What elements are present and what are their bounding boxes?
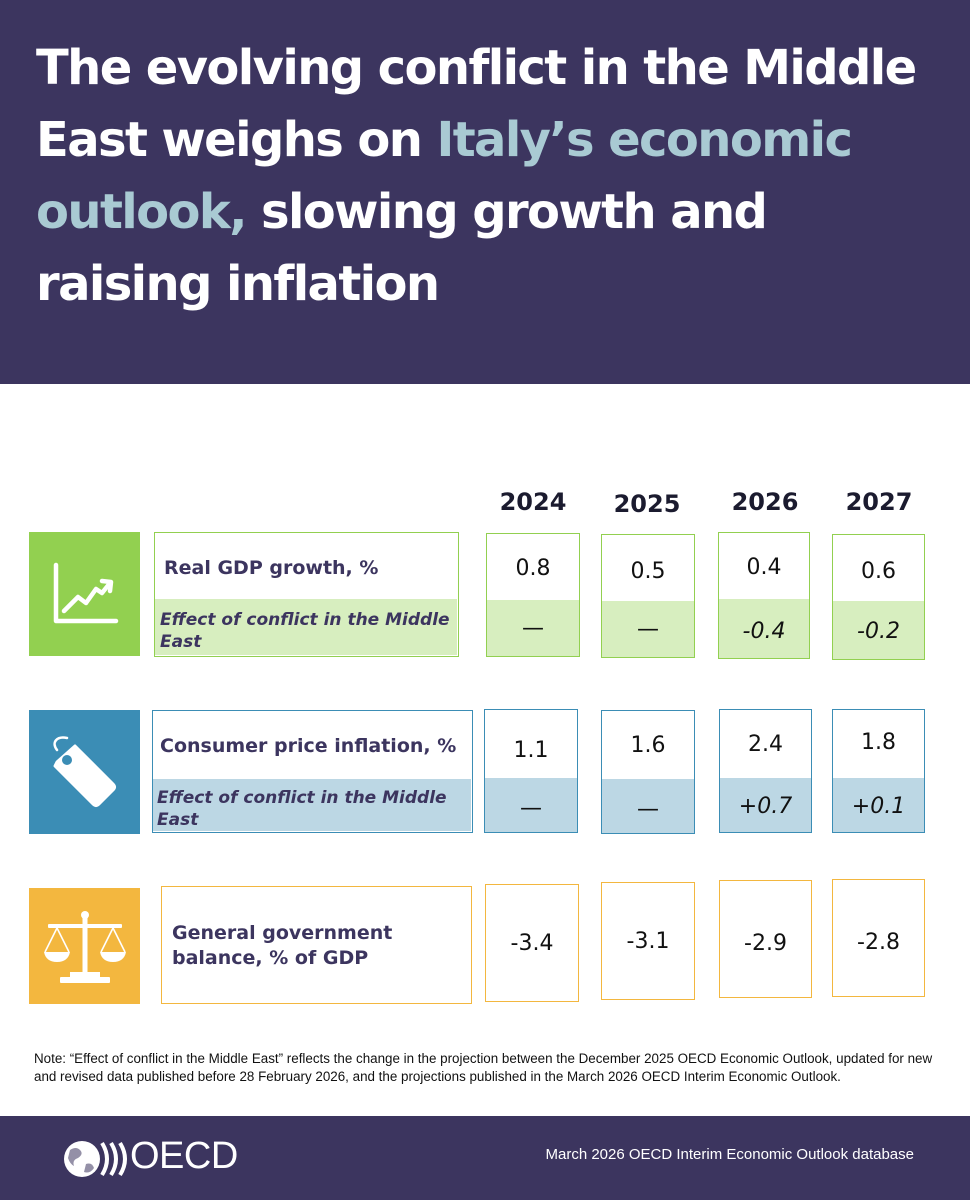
balance-label: General government balance, % of GDP	[172, 922, 393, 969]
inflation-value-2025: 1.6	[630, 733, 666, 758]
balance-scale-icon	[43, 911, 126, 983]
gdp-cell-2027: 0.6 -0.2	[832, 534, 925, 660]
gdp-effect-label: Effect of conflict in the Middle East	[160, 610, 450, 652]
gdp-growth-label: Real GDP growth, %	[164, 557, 379, 579]
inflation-effect-2025: —	[637, 797, 659, 822]
inflation-effect-band-2024	[485, 778, 577, 832]
gdp-cell-2024: 0.8 —	[486, 533, 580, 657]
inflation-effect-2026: +0.7	[738, 794, 793, 819]
balance-value-2027: -2.8	[857, 930, 900, 955]
inflation-label: Consumer price inflation, %	[160, 735, 457, 757]
footer-bar	[0, 1116, 970, 1200]
balance-value-2026: -2.9	[744, 931, 787, 956]
year-header-2025: 2025	[613, 490, 681, 518]
source-credit: March 2026 OECD Interim Economic Outlook…	[545, 1146, 914, 1163]
gdp-effect-2027: -0.2	[857, 619, 900, 644]
oecd-globe-icon	[64, 1141, 127, 1177]
gdp-value-2026: 0.4	[746, 555, 782, 580]
gdp-label-box: Real GDP growth, % Effect of conflict in…	[154, 532, 459, 657]
gdp-value-2025: 0.5	[630, 559, 666, 584]
inflation-cell-2026: 2.4 +0.7	[719, 709, 812, 833]
inflation-icon-tile	[29, 710, 140, 834]
inflation-value-2026: 2.4	[748, 732, 783, 757]
gdp-value-2024: 0.8	[515, 556, 551, 581]
line-chart-up-icon	[53, 562, 118, 624]
year-header-2024: 2024	[499, 488, 567, 516]
inflation-label-effect-band	[153, 779, 471, 831]
balance-value-2025: -3.1	[626, 929, 670, 954]
footnote: Note: “Effect of conflict in the Middle …	[34, 1051, 933, 1084]
gdp-effect-band-2025	[602, 601, 694, 657]
inflation-cell-2025: 1.6 —	[601, 710, 695, 834]
year-header-2026: 2026	[731, 488, 799, 516]
inflation-effect-band-2026	[720, 778, 811, 832]
title-highlight: Italy’s economic outlook,	[36, 112, 853, 240]
title-text-part1: The evolving conflict in the Middle East…	[36, 40, 917, 168]
inflation-effect-label: Effect of conflict in the Middle East	[157, 788, 447, 830]
gdp-growth-icon-tile	[29, 532, 140, 656]
gdp-value-2027: 0.6	[861, 559, 896, 584]
oecd-logo-text: OECD	[130, 1135, 238, 1177]
header-banner	[0, 0, 970, 384]
inflation-cell-2024: 1.1 —	[484, 709, 578, 833]
balance-cell-2027: -2.8	[832, 879, 925, 997]
inflation-cell-2027: 1.8 +0.1	[832, 709, 925, 833]
gdp-label-effect-band	[155, 599, 457, 655]
balance-cell-2026: -2.9	[719, 880, 812, 998]
balance-value-2024: -3.4	[510, 931, 554, 956]
inflation-value-2024: 1.1	[513, 738, 549, 763]
inflation-effect-band-2025	[602, 779, 694, 833]
gdp-cell-2025: 0.5 —	[601, 534, 695, 658]
title-text-part2: slowing growth and raising inflation	[36, 184, 768, 312]
gdp-effect-2024: —	[522, 616, 544, 641]
year-header-2027: 2027	[845, 488, 913, 516]
gdp-cell-2026: 0.4 -0.4	[718, 532, 810, 659]
inflation-label-box: Consumer price inflation, % Effect of co…	[152, 710, 473, 833]
balance-cell-2024: -3.4	[485, 884, 579, 1002]
inflation-effect-band-2027	[833, 778, 924, 832]
balance-icon-tile	[29, 888, 140, 1004]
inflation-effect-2027: +0.1	[851, 794, 906, 819]
inflation-value-2027: 1.8	[861, 730, 896, 755]
oecd-logo	[62, 1138, 132, 1185]
gdp-effect-2026: -0.4	[742, 619, 786, 644]
balance-cell-2025: -3.1	[601, 882, 695, 1000]
price-tag-icon	[52, 736, 116, 807]
balance-label-box: General government balance, % of GDP	[161, 886, 472, 1004]
gdp-effect-2025: —	[637, 617, 659, 642]
page-title: The evolving conflict in the Middle East…	[36, 32, 936, 320]
gdp-effect-band-2024	[487, 600, 579, 656]
gdp-effect-band-2027	[833, 601, 924, 659]
inflation-effect-2024: —	[520, 796, 542, 821]
gdp-effect-band-2026	[719, 599, 809, 658]
